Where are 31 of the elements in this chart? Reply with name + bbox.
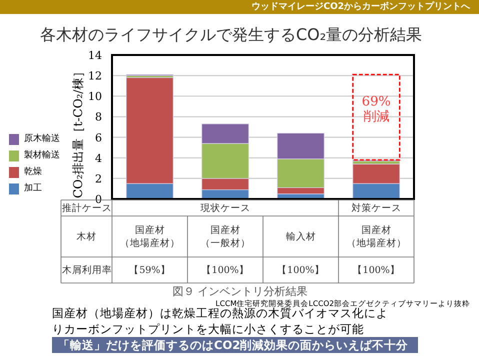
y-tick-label: 4 <box>95 151 102 164</box>
text: 【100%】 <box>352 264 400 276</box>
chart-title: 各木材のライフサイクルで発生するCO₂量の分析結果 <box>40 24 422 44</box>
y-tick-label: 12 <box>88 69 102 82</box>
text: 対策ケース <box>351 202 402 214</box>
y-tick-label: 2 <box>95 172 102 185</box>
caption: 図９ インベントリ分析結果 <box>172 284 308 298</box>
text: 木材 <box>76 230 96 242</box>
header-bar: ウッドマイレージCO2からカーボンフットプリントへ <box>0 0 479 14</box>
y-tick-label: 14 <box>88 48 102 62</box>
y-axis-title: CO₂排出量［t-CO₂/棟］ <box>71 66 85 198</box>
legend-label: 原木輸送 <box>24 133 60 144</box>
legend-label: 加工 <box>24 182 42 194</box>
x-tick-label: 国産材（地場産材） <box>346 224 406 248</box>
y-tick-label: 0 <box>95 192 102 206</box>
y-tick-label: 8 <box>95 110 102 124</box>
legend-label: 製材輸送 <box>24 150 60 160</box>
annotation: 69% 削減 <box>362 94 391 124</box>
x-tick-label: 国産材（一般材） <box>200 224 250 248</box>
y-tick-label: 6 <box>95 130 102 144</box>
text: 【59%】 <box>129 264 170 276</box>
y-tick-label: 10 <box>88 90 102 103</box>
text: 木屑利用率 <box>62 264 112 276</box>
text: 国産材（地場産材）は乾燥工程の熱源の木質バイオマス化によりカーボンフットプリントを大幅に小さくすることが可能 <box>52 306 388 336</box>
x-tick-label: 輸入材 <box>286 230 316 242</box>
x-tick-label: 国産材（地場産材） <box>120 224 180 248</box>
text: 【100%】 <box>277 264 324 276</box>
text: 現状ケース <box>200 202 250 214</box>
text: 【100%】 <box>202 264 249 276</box>
legend-label: 乾燥 <box>24 166 42 177</box>
banner: 「輸送」だけを評価するのはCO2削減効果の面からいえば不十分 <box>52 337 418 353</box>
